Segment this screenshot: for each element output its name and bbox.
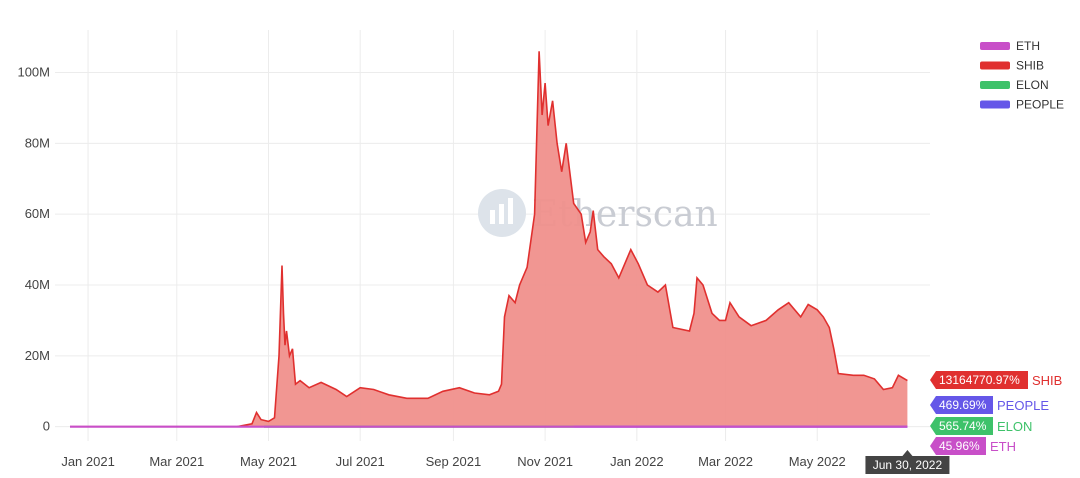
etherscan-logo-bar: [499, 204, 504, 224]
hover-label-elon: 565.74% ELON: [930, 417, 1032, 435]
hover-label-box: [930, 417, 993, 435]
hover-date: Jun 30, 2022: [865, 450, 950, 474]
x-tick-label: Nov 2021: [517, 454, 573, 469]
y-tick-label: 100M: [17, 65, 50, 80]
hover-label-value: 45.96%: [939, 439, 980, 453]
y-axis: 0 20M 40M 60M 80M 100M: [17, 65, 50, 434]
hover-label-series: SHIB: [1032, 373, 1062, 388]
hover-label-eth: 45.96% ETH: [930, 437, 1016, 455]
hover-label-value: 565.74%: [939, 419, 987, 433]
x-tick-label: May 2022: [789, 454, 846, 469]
hover-label-box: [930, 437, 986, 455]
series-layer: [70, 51, 908, 428]
hover-labels: 13164770.97% SHIB 565.74% ELON 469.69% PEOPLE…: [930, 371, 1062, 455]
hover-label-series: ETH: [990, 439, 1016, 454]
legend-item-eth[interactable]: ETH: [980, 39, 1040, 53]
y-tick-label: 0: [43, 419, 50, 434]
legend-item-shib[interactable]: SHIB: [980, 59, 1044, 73]
hover-label-people: 469.69% PEOPLE: [930, 396, 1049, 414]
hover-date-label: Jun 30, 2022: [873, 458, 943, 472]
legend-label: SHIB: [1016, 59, 1044, 73]
legend-swatch: [980, 81, 1010, 89]
y-tick-label: 60M: [25, 206, 50, 221]
legend-label: ELON: [1016, 78, 1049, 92]
legend-item-elon[interactable]: ELON: [980, 78, 1049, 92]
etherscan-logo-bar: [508, 198, 513, 224]
legend-swatch: [980, 61, 1010, 70]
hover-label-series: ELON: [997, 419, 1032, 434]
hover-date-box: [865, 450, 950, 474]
x-tick-label: Jan 2022: [610, 454, 664, 469]
hover-label-series: PEOPLE: [997, 398, 1049, 413]
legend-swatch: [980, 42, 1010, 50]
legend-label: ETH: [1016, 39, 1040, 53]
x-tick-label: Sep 2021: [426, 454, 482, 469]
hover-label-shib: 13164770.97% SHIB: [930, 371, 1062, 389]
legend[interactable]: ETH SHIB ELON PEOPLE: [980, 39, 1064, 112]
x-tick-label: Jan 2021: [61, 454, 115, 469]
x-tick-label: May 2021: [240, 454, 297, 469]
y-tick-label: 80M: [25, 135, 50, 150]
series-area-shib: [70, 51, 908, 427]
hover-label-value: 13164770.97%: [939, 373, 1020, 387]
series-line-shib: [70, 51, 908, 428]
etherscan-watermark: Etherscan: [478, 189, 718, 237]
legend-item-people[interactable]: PEOPLE: [980, 98, 1064, 112]
x-tick-label: Mar 2022: [698, 454, 753, 469]
hover-label-box: [930, 371, 1028, 389]
hover-label-box: [930, 396, 993, 414]
hover-label-value: 469.69%: [939, 398, 987, 412]
y-tick-label: 40M: [25, 277, 50, 292]
x-tick-label: Mar 2021: [149, 454, 204, 469]
legend-swatch: [980, 100, 1010, 109]
legend-label: PEOPLE: [1016, 98, 1064, 112]
y-tick-label: 20M: [25, 348, 50, 363]
x-axis: Jan 2021 Mar 2021 May 2021 Jul 2021 Sep 2021…: [61, 454, 845, 469]
x-tick-label: Jul 2021: [336, 454, 385, 469]
etherscan-logo-bar: [490, 210, 495, 224]
